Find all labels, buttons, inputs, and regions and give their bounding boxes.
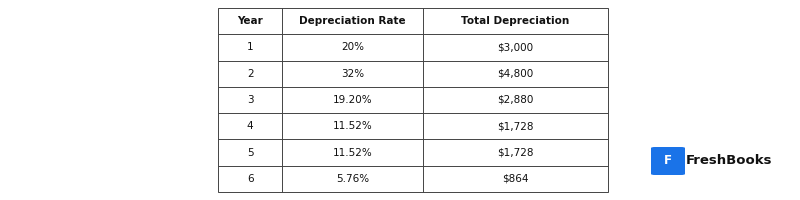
Text: 4: 4 (247, 121, 254, 131)
Text: 2: 2 (247, 69, 254, 79)
Text: 11.52%: 11.52% (333, 121, 373, 131)
Text: 1: 1 (247, 42, 254, 52)
Text: $2,880: $2,880 (497, 95, 534, 105)
FancyBboxPatch shape (651, 147, 685, 175)
Text: 6: 6 (247, 174, 254, 184)
Text: Year: Year (238, 16, 263, 26)
Text: Depreciation Rate: Depreciation Rate (299, 16, 406, 26)
Text: 3: 3 (247, 95, 254, 105)
Text: $1,728: $1,728 (497, 121, 534, 131)
Text: $4,800: $4,800 (498, 69, 534, 79)
Text: $1,728: $1,728 (497, 148, 534, 158)
Text: F: F (664, 154, 672, 168)
Text: $3,000: $3,000 (498, 42, 534, 52)
Text: FreshBooks: FreshBooks (686, 154, 773, 168)
Text: $864: $864 (502, 174, 529, 184)
Text: 5: 5 (247, 148, 254, 158)
Text: Total Depreciation: Total Depreciation (462, 16, 570, 26)
Text: 20%: 20% (341, 42, 364, 52)
Text: 5.76%: 5.76% (336, 174, 369, 184)
Text: 32%: 32% (341, 69, 364, 79)
Text: 19.20%: 19.20% (333, 95, 372, 105)
Text: 11.52%: 11.52% (333, 148, 373, 158)
